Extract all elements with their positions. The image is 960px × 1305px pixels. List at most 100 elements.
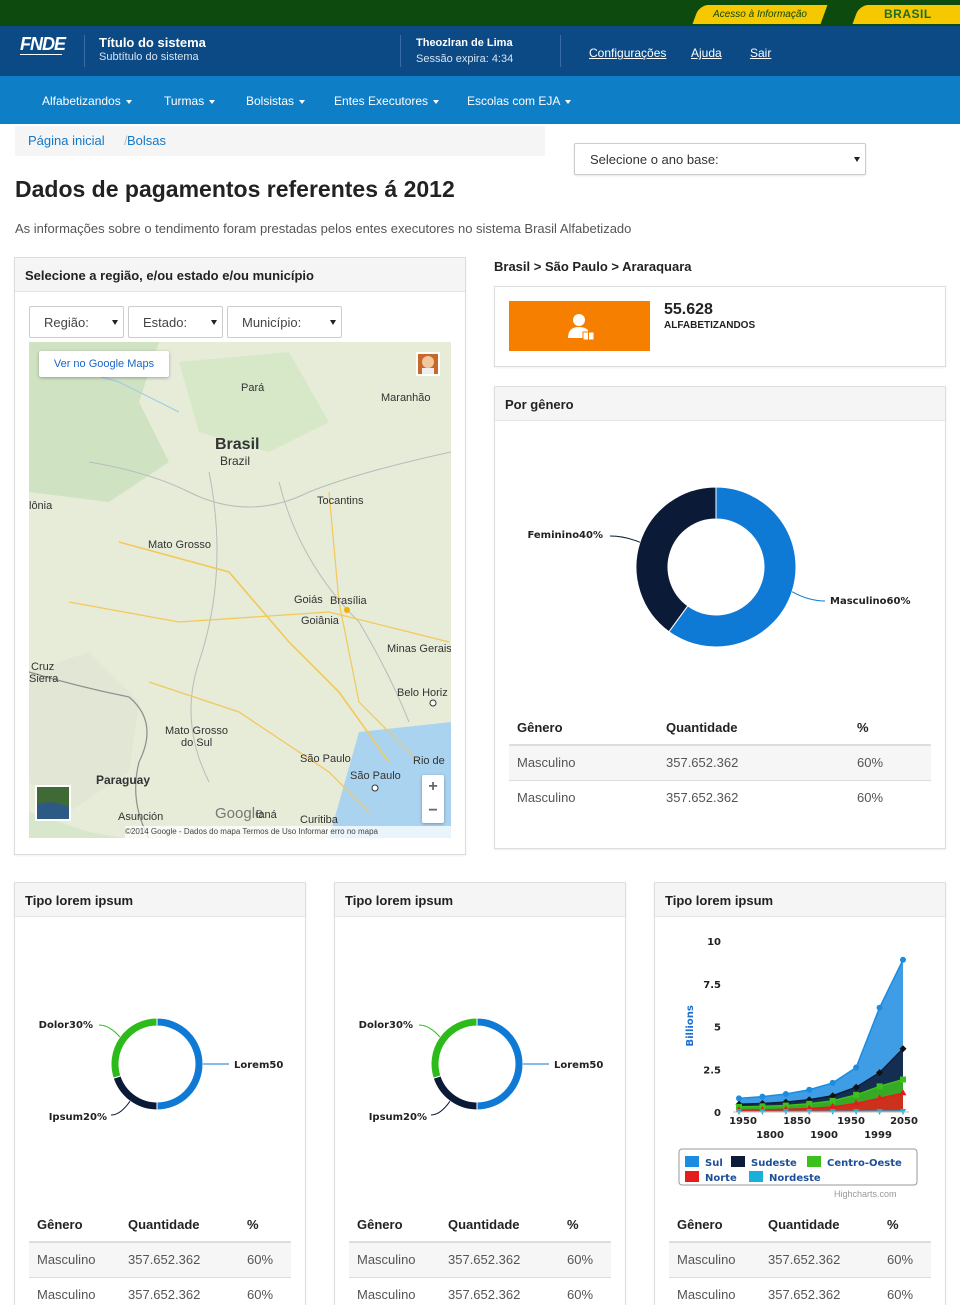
line-centro-oeste bbox=[738, 1078, 904, 1108]
nav-item-alfabetizandos[interactable]: Alfabetizandos bbox=[42, 94, 132, 108]
data-point[interactable] bbox=[876, 1069, 884, 1077]
data-point[interactable] bbox=[876, 1004, 883, 1011]
table-header: % bbox=[857, 720, 869, 735]
acesso-informacao-link[interactable]: Acesso à Informação bbox=[692, 5, 828, 24]
nav-item-escolas-eja[interactable]: Escolas com EJA bbox=[467, 94, 572, 108]
help-link[interactable]: Ajuda bbox=[691, 46, 722, 60]
brasil-gov-link[interactable]: BRASIL bbox=[852, 5, 960, 24]
legend-item-nordeste[interactable]: Nordeste bbox=[769, 1173, 821, 1184]
table-cell: 60% bbox=[857, 755, 884, 770]
breadcrumb-current[interactable]: Bolsas bbox=[127, 133, 167, 148]
table-cell: Masculino bbox=[677, 1252, 736, 1267]
table-cell: Masculino bbox=[357, 1252, 416, 1267]
nav-item-turmas[interactable]: Turmas bbox=[164, 94, 216, 108]
data-point[interactable] bbox=[853, 1091, 860, 1098]
nav-item-bolsistas[interactable]: Bolsistas bbox=[246, 94, 306, 108]
map-label: Paraguay bbox=[96, 773, 151, 787]
logout-link[interactable]: Sair bbox=[750, 46, 772, 60]
table-cell: Masculino bbox=[677, 1287, 736, 1302]
location-path: Brasil > São Paulo > Araraquara bbox=[494, 259, 692, 274]
year-select[interactable]: Selecione o ano base: bbox=[574, 143, 866, 175]
donut-slice-masculino[interactable] bbox=[668, 486, 797, 648]
table-cell: Masculino bbox=[37, 1252, 96, 1267]
data-point[interactable] bbox=[900, 956, 906, 963]
satellite-view-icon[interactable] bbox=[35, 785, 71, 821]
donut-slice-dolor[interactable] bbox=[430, 1017, 478, 1079]
data-point[interactable] bbox=[876, 1083, 883, 1090]
data-point[interactable] bbox=[899, 1089, 907, 1096]
map-label: Curitiba bbox=[300, 814, 338, 826]
data-point[interactable] bbox=[759, 1093, 766, 1100]
highcharts-credit[interactable]: Highcharts.com bbox=[834, 1189, 897, 1199]
map-label: do Sul bbox=[181, 737, 213, 749]
main-nav: Alfabetizandos Turmas Bolsistas Entes Ex… bbox=[0, 76, 960, 124]
chart-clip bbox=[607, 960, 611, 1180]
donut-slice-lorem[interactable] bbox=[476, 1017, 524, 1111]
table-cell: 60% bbox=[247, 1252, 274, 1267]
view-google-maps-button[interactable]: Ver no Google Maps bbox=[39, 351, 169, 377]
stat-value: 55.628 bbox=[664, 301, 713, 318]
table-cell: 60% bbox=[857, 790, 884, 805]
data-point[interactable] bbox=[876, 1094, 884, 1101]
line-sudeste bbox=[738, 1048, 904, 1106]
google-map[interactable]: Pará Maranhão Brasil Brazil Tocantins lô… bbox=[29, 342, 451, 838]
table-header: Gênero bbox=[37, 1217, 83, 1232]
legend-item-norte[interactable]: Norte bbox=[705, 1173, 737, 1184]
data-point[interactable] bbox=[829, 1097, 836, 1104]
legend-item-sudeste[interactable]: Sudeste bbox=[751, 1158, 797, 1169]
map-label: Brasília bbox=[330, 595, 367, 607]
legend-item-centro-oeste[interactable]: Centro-Oeste bbox=[827, 1158, 902, 1169]
data-point[interactable] bbox=[852, 1099, 860, 1106]
legend-item-sul[interactable]: Sul bbox=[705, 1158, 723, 1169]
data-point[interactable] bbox=[852, 1083, 860, 1091]
donut-slice-feminino[interactable] bbox=[635, 486, 717, 633]
settings-link[interactable]: Configurações bbox=[589, 46, 667, 60]
donut-slice-dolor[interactable] bbox=[110, 1017, 158, 1079]
data-point[interactable] bbox=[782, 1098, 790, 1106]
data-point[interactable] bbox=[806, 1100, 813, 1107]
x-tick-label: 1800 bbox=[756, 1130, 784, 1141]
map-label: Mato Grosso bbox=[148, 539, 211, 551]
donut-label: Ipsum20% bbox=[49, 1112, 107, 1123]
donut-slice-ipsum[interactable] bbox=[112, 1075, 158, 1111]
data-point[interactable] bbox=[806, 1086, 813, 1093]
data-point[interactable] bbox=[829, 1092, 837, 1100]
map-background bbox=[29, 342, 451, 838]
data-point[interactable] bbox=[899, 1045, 907, 1053]
breadcrumb-home[interactable]: Página inicial bbox=[28, 133, 105, 148]
data-point[interactable] bbox=[829, 1102, 837, 1109]
map-attribution[interactable]: ©2014 Google - Dados do mapa Termos de U… bbox=[125, 826, 451, 838]
area-sul[interactable] bbox=[739, 959, 903, 1112]
google-logo: Google bbox=[215, 805, 264, 822]
donut-label: Dolor30% bbox=[39, 1020, 93, 1031]
donut-slice-ipsum[interactable] bbox=[432, 1075, 478, 1111]
table-divider bbox=[669, 1241, 931, 1243]
caret-down-icon bbox=[125, 99, 132, 104]
data-point[interactable] bbox=[782, 1091, 789, 1098]
area-norte[interactable] bbox=[739, 1093, 903, 1112]
data-point[interactable] bbox=[829, 1079, 836, 1086]
zoom-out-button[interactable]: − bbox=[428, 802, 438, 819]
donut-slice-lorem[interactable] bbox=[156, 1017, 204, 1111]
pegman-icon[interactable] bbox=[416, 352, 440, 376]
donut-label: Ipsum20% bbox=[369, 1112, 427, 1123]
zoom-in-button[interactable]: + bbox=[428, 778, 438, 795]
region-select[interactable]: Região: bbox=[29, 306, 124, 338]
breadcrumb-separator: / bbox=[124, 133, 128, 148]
fnde-logo[interactable]: FNDE bbox=[20, 34, 66, 54]
y-tick-label: 2.5 bbox=[703, 1065, 721, 1076]
table-cell: 60% bbox=[247, 1287, 274, 1302]
donut-label: Lorem50 bbox=[554, 1060, 603, 1071]
table-divider bbox=[29, 1241, 291, 1243]
table-divider bbox=[349, 1277, 611, 1278]
data-point[interactable] bbox=[900, 1076, 906, 1083]
map-label: Minas Gerais bbox=[387, 643, 451, 655]
page-description: As informações sobre o tendimento foram … bbox=[15, 221, 632, 236]
state-select[interactable]: Estado: bbox=[128, 306, 223, 338]
legend-swatch bbox=[731, 1156, 745, 1167]
nav-item-entes-executores[interactable]: Entes Executores bbox=[334, 94, 440, 108]
table-divider bbox=[349, 1241, 611, 1243]
data-point[interactable] bbox=[736, 1095, 742, 1102]
municipality-select[interactable]: Município: bbox=[227, 306, 342, 338]
data-point[interactable] bbox=[853, 1064, 860, 1071]
